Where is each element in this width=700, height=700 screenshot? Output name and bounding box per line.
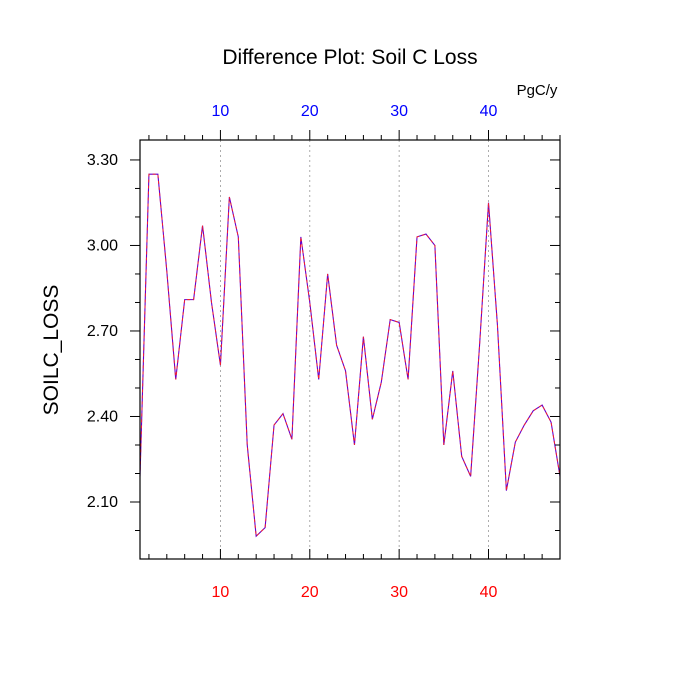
grid-lines <box>220 140 489 559</box>
data-series <box>139 173 561 538</box>
y-tick-label: 2.70 <box>87 323 118 340</box>
top-axis-units-label: PgC/y <box>517 82 558 99</box>
x-tick-label-top: 40 <box>480 103 498 120</box>
y-tick-label: 2.10 <box>87 494 118 511</box>
y-tick-label: 3.00 <box>87 237 118 254</box>
tick-labels: 2.10 2.40 2.70 3.00 3.30 10 10 20 20 30 30 40 40 <box>87 103 498 601</box>
y-tick-label: 3.30 <box>87 152 118 169</box>
y-axis-label: SOILC_LOSS <box>40 285 63 416</box>
x-tick-label-top: 30 <box>390 103 408 120</box>
x-tick-label-bottom: 10 <box>212 584 230 601</box>
y-tick-label: 2.40 <box>87 408 118 425</box>
x-tick-label-top: 20 <box>301 103 319 120</box>
x-tick-label-bottom: 20 <box>301 584 319 601</box>
x-tick-label-bottom: 30 <box>390 584 408 601</box>
series-line-dash <box>139 173 561 538</box>
axes <box>130 130 561 560</box>
x-tick-label-bottom: 40 <box>480 584 498 601</box>
chart-title: Difference Plot: Soil C Loss <box>222 46 477 69</box>
plot-frame <box>139 139 561 560</box>
x-tick-label-top: 10 <box>212 103 230 120</box>
